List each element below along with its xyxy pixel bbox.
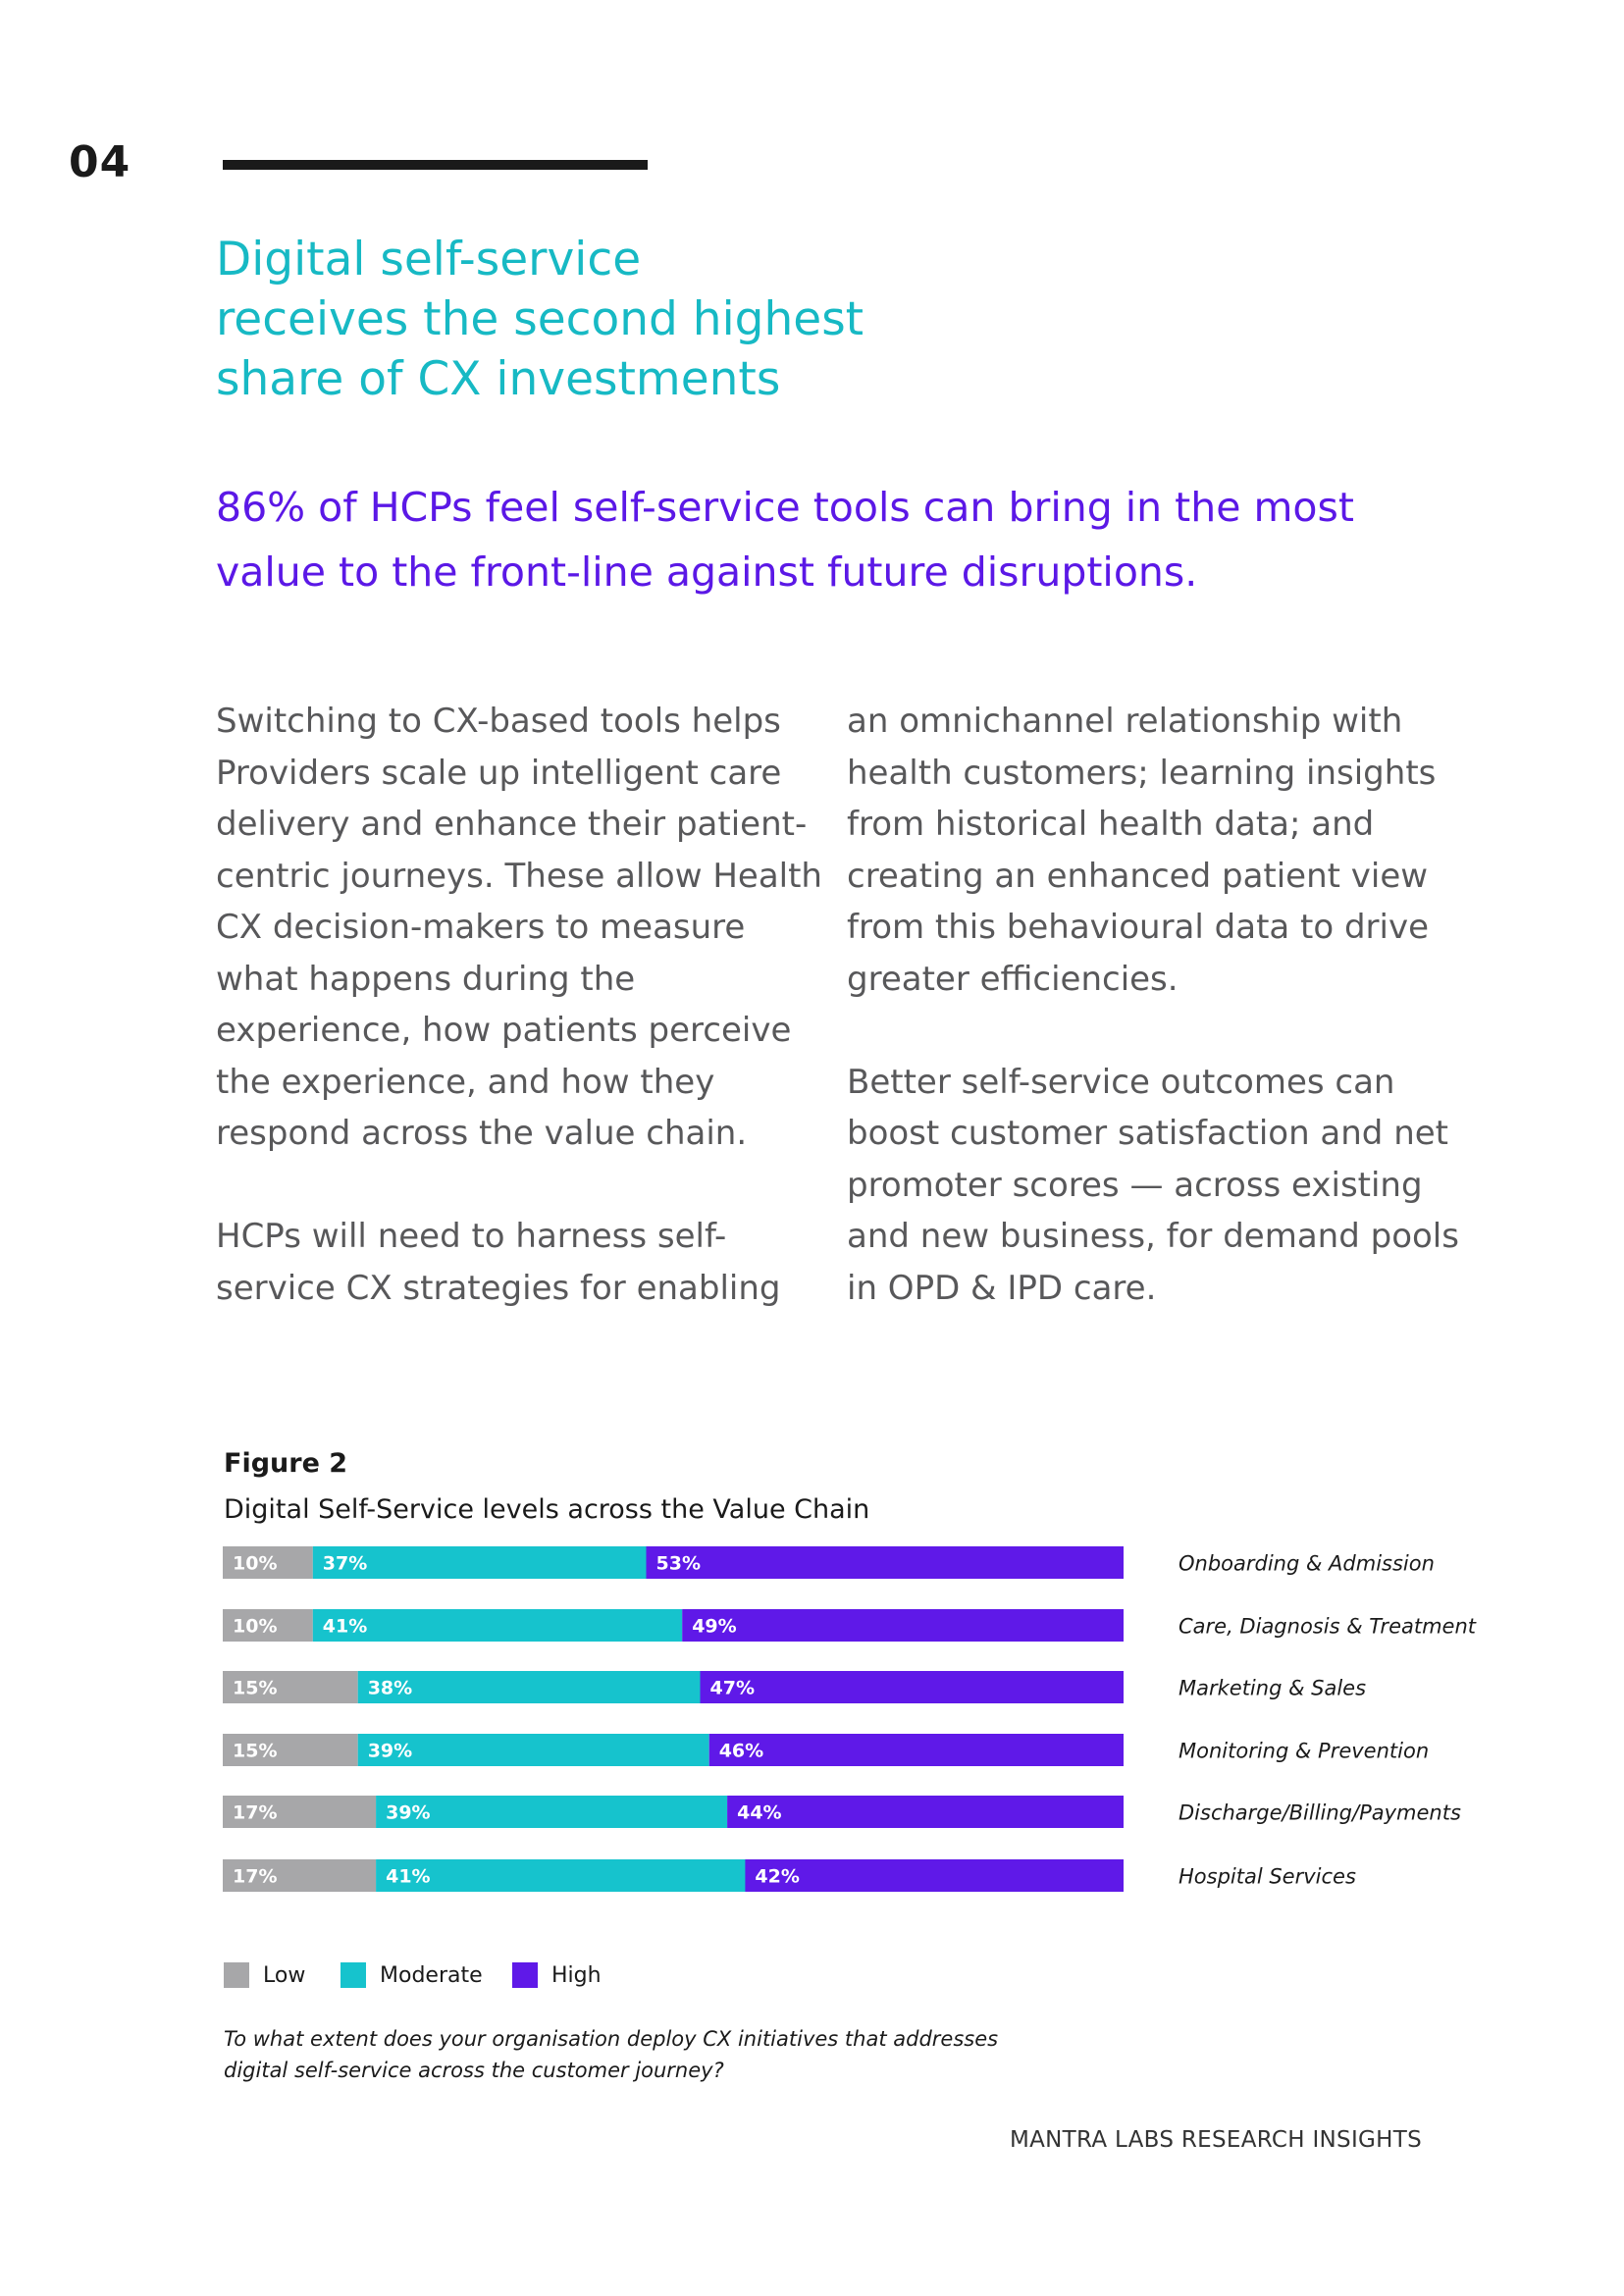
data-label-high-onboarding-admission: 53% xyxy=(656,1553,701,1575)
legend-swatch-high xyxy=(512,1962,538,1988)
body-line: what happens during the xyxy=(216,959,636,999)
body-line: HCPs will need to harness self- xyxy=(216,1217,727,1256)
body-line: greater efficiencies. xyxy=(847,959,1179,999)
data-label-low-onboarding-admission: 10% xyxy=(233,1553,277,1575)
headline-line: receives the second highest xyxy=(216,292,864,346)
data-label-high-marketing-sales: 47% xyxy=(710,1678,755,1699)
data-label-moderate-marketing-sales: 38% xyxy=(368,1678,412,1699)
stacked-bar-chart: 10% 37% 53% Onboarding & Admission 10% 41% 49%… xyxy=(223,1546,1477,1892)
data-label-moderate-hospital-services: 41% xyxy=(386,1866,430,1888)
legend-label-high: High xyxy=(551,1962,602,1988)
bar-moderate-hospital-services xyxy=(376,1859,746,1892)
category-label-care-diagnosis-treatment: Care, Diagnosis & Treatment xyxy=(1179,1615,1477,1639)
body-line: centric journeys. These allow Health xyxy=(216,856,822,896)
data-label-high-hospital-services: 42% xyxy=(755,1866,799,1888)
bar-high-hospital-services xyxy=(745,1859,1124,1892)
question-line: To what extent does your organisation de… xyxy=(224,2027,999,2051)
subhead-line: 86% of HCPs feel self-service tools can … xyxy=(216,484,1354,531)
page-number-rule xyxy=(223,160,648,170)
bar-high-monitoring-prevention xyxy=(708,1734,1124,1766)
bar-high-onboarding-admission xyxy=(646,1546,1124,1579)
legend-swatch-moderate xyxy=(341,1962,366,1988)
bar-moderate-onboarding-admission xyxy=(312,1546,647,1579)
body-column-left: Switching to CX-based tools helps Provid… xyxy=(216,696,822,1314)
data-label-low-care-diagnosis-treatment: 10% xyxy=(233,1616,277,1638)
category-label-marketing-sales: Marketing & Sales xyxy=(1179,1677,1366,1700)
body-line: health customers; learning insights xyxy=(847,753,1437,793)
category-label-hospital-services: Hospital Services xyxy=(1179,1865,1356,1889)
body-line: promoter scores — across existing xyxy=(847,1165,1423,1205)
bar-low-onboarding-admission xyxy=(223,1546,313,1579)
body-line: the experience, and how they xyxy=(216,1062,715,1102)
figure-label: Figure 2 xyxy=(224,1448,348,1479)
legend-item-moderate: Moderate xyxy=(341,1960,483,1990)
category-label-onboarding-admission: Onboarding & Admission xyxy=(1179,1552,1435,1576)
bar-low-monitoring-prevention xyxy=(223,1734,358,1766)
body-line: Providers scale up intelligent care xyxy=(216,753,782,793)
data-label-moderate-discharge-billing-payments: 39% xyxy=(386,1802,430,1824)
data-label-low-monitoring-prevention: 15% xyxy=(233,1741,277,1762)
body-column-right: an omnichannel relationship with health … xyxy=(847,696,1459,1314)
category-label-discharge-billing-payments: Discharge/Billing/Payments xyxy=(1179,1801,1461,1825)
data-label-low-marketing-sales: 15% xyxy=(233,1678,277,1699)
headline-line: share of CX investments xyxy=(216,352,781,406)
legend-label-low: Low xyxy=(263,1962,306,1988)
bar-low-care-diagnosis-treatment xyxy=(223,1609,313,1642)
subhead-line: value to the front-line against future d… xyxy=(216,548,1198,596)
body-line: creating an enhanced patient view xyxy=(847,856,1429,896)
data-label-high-discharge-billing-payments: 44% xyxy=(737,1802,781,1824)
bar-high-marketing-sales xyxy=(700,1671,1124,1703)
bar-moderate-marketing-sales xyxy=(357,1671,701,1703)
bar-low-hospital-services xyxy=(223,1859,377,1892)
legend-label-moderate: Moderate xyxy=(380,1962,483,1988)
body-line: from this behavioural data to drive xyxy=(847,908,1430,947)
body-line: an omnichannel relationship with xyxy=(847,702,1403,741)
category-label-monitoring-prevention: Monitoring & Prevention xyxy=(1179,1740,1429,1763)
headline-line: Digital self-service xyxy=(216,233,642,287)
data-label-high-care-diagnosis-treatment: 49% xyxy=(692,1616,736,1638)
legend-swatch-low xyxy=(224,1962,249,1988)
body-line: Switching to CX-based tools helps xyxy=(216,702,781,741)
data-label-moderate-monitoring-prevention: 39% xyxy=(368,1741,412,1762)
figure-question: To what extent does your organisation de… xyxy=(224,2023,998,2086)
body-line: from historical health data; and xyxy=(847,805,1375,844)
footer-brand: MANTRA LABS RESEARCH INSIGHTS xyxy=(1009,2127,1422,2153)
bar-low-discharge-billing-payments xyxy=(223,1796,377,1828)
body-line: CX decision-makers to measure xyxy=(216,908,746,947)
bar-moderate-discharge-billing-payments xyxy=(376,1796,728,1828)
body-line: Better self-service outcomes can xyxy=(847,1062,1395,1102)
body-line: and new business, for demand pools xyxy=(847,1217,1459,1256)
body-line: respond across the value chain. xyxy=(216,1114,748,1153)
data-label-high-monitoring-prevention: 46% xyxy=(719,1741,763,1762)
bar-moderate-monitoring-prevention xyxy=(357,1734,709,1766)
legend-item-low: Low xyxy=(224,1960,305,1990)
page-number: 04 xyxy=(69,137,131,187)
headline: Digital self-service receives the second… xyxy=(216,230,922,409)
bar-low-marketing-sales xyxy=(223,1671,358,1703)
body-line: in OPD & IPD care. xyxy=(847,1268,1157,1308)
body-line: delivery and enhance their patient- xyxy=(216,805,808,844)
body-line: service CX strategies for enabling xyxy=(216,1268,781,1308)
data-label-moderate-care-diagnosis-treatment: 41% xyxy=(323,1616,367,1638)
data-label-low-hospital-services: 17% xyxy=(233,1866,277,1888)
question-line: digital self-service across the customer… xyxy=(224,2059,724,2082)
bar-moderate-care-diagnosis-treatment xyxy=(312,1609,683,1642)
legend-item-high: High xyxy=(512,1960,602,1990)
subhead: 86% of HCPs feel self-service tools can … xyxy=(216,475,1393,604)
data-label-low-discharge-billing-payments: 17% xyxy=(233,1802,277,1824)
body-line: boost customer satisfaction and net xyxy=(847,1114,1448,1153)
bar-high-care-diagnosis-treatment xyxy=(682,1609,1124,1642)
bar-high-discharge-billing-payments xyxy=(727,1796,1124,1828)
data-label-moderate-onboarding-admission: 37% xyxy=(323,1553,367,1575)
body-line: experience, how patients perceive xyxy=(216,1011,792,1050)
figure-title: Digital Self-Service levels across the V… xyxy=(224,1494,870,1525)
